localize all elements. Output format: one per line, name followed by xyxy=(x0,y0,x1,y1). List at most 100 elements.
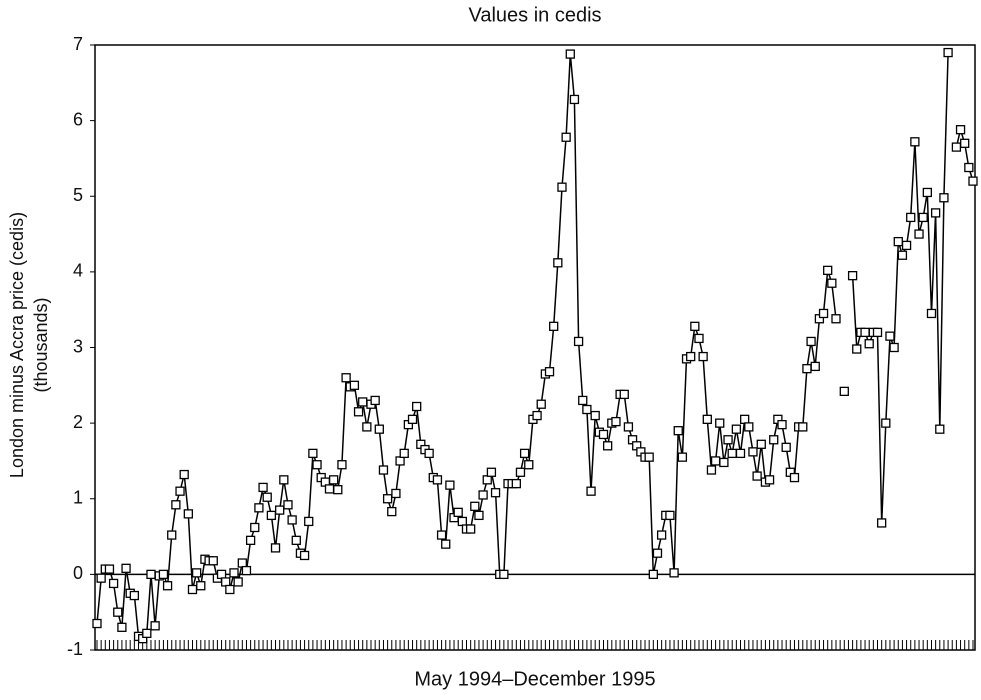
data-marker xyxy=(872,327,883,338)
data-marker xyxy=(557,182,567,192)
data-marker xyxy=(441,539,451,549)
data-marker xyxy=(901,240,912,251)
data-marker xyxy=(146,569,156,580)
y-tick-label: 4 xyxy=(73,261,83,281)
data-marker xyxy=(789,472,800,483)
data-marker xyxy=(702,414,712,424)
data-marker xyxy=(465,524,476,534)
data-marker xyxy=(914,229,924,239)
data-marker xyxy=(694,333,704,344)
data-marker xyxy=(955,125,966,135)
data-line xyxy=(96,52,974,640)
data-marker xyxy=(781,442,791,452)
data-marker xyxy=(308,448,318,459)
data-marker xyxy=(852,344,862,354)
data-marker xyxy=(229,568,239,578)
data-marker xyxy=(677,452,688,462)
data-marker xyxy=(283,500,293,510)
data-marker xyxy=(358,397,368,407)
data-marker xyxy=(391,488,401,499)
data-marker xyxy=(864,339,874,349)
chart-title: Values in cedis xyxy=(468,4,601,26)
data-marker xyxy=(328,475,339,485)
data-marker xyxy=(299,550,310,561)
data-marker xyxy=(968,176,978,186)
y-tick-label: 7 xyxy=(73,34,83,54)
data-marker xyxy=(291,535,301,545)
data-marker xyxy=(349,380,360,390)
data-marker xyxy=(889,342,899,353)
x-axis-label: May 1994–December 1995 xyxy=(414,668,655,690)
data-marker xyxy=(221,577,231,587)
data-marker xyxy=(162,581,173,591)
data-marker xyxy=(769,435,779,445)
data-marker xyxy=(519,448,530,459)
data-marker xyxy=(108,578,119,589)
data-marker xyxy=(710,456,721,466)
data-marker xyxy=(353,407,364,417)
data-marker xyxy=(926,308,937,319)
data-marker xyxy=(644,452,654,462)
data-marker xyxy=(524,460,534,470)
data-marker xyxy=(104,564,115,574)
data-marker xyxy=(171,500,181,510)
data-marker xyxy=(453,507,463,518)
data-marker xyxy=(312,460,322,470)
data-marker xyxy=(569,94,580,105)
data-marker xyxy=(245,535,256,545)
data-marker xyxy=(918,212,928,223)
data-marker xyxy=(445,480,455,490)
data-marker xyxy=(150,621,160,631)
data-marker xyxy=(598,429,609,440)
data-marker xyxy=(287,515,297,525)
data-marker xyxy=(748,447,758,457)
y-axis-label: (thousands) xyxy=(31,297,51,392)
data-marker xyxy=(706,465,717,475)
data-marker xyxy=(337,460,347,470)
data-marker xyxy=(549,321,559,331)
data-marker xyxy=(395,456,405,466)
y-tick-label: 5 xyxy=(73,185,83,205)
data-marker xyxy=(237,558,247,568)
data-marker xyxy=(910,137,920,147)
data-marker xyxy=(158,569,169,580)
data-marker xyxy=(831,314,841,324)
data-marker xyxy=(860,327,870,338)
data-marker xyxy=(482,475,492,485)
data-marker xyxy=(686,351,696,362)
data-marker xyxy=(669,568,679,578)
data-marker xyxy=(262,492,272,502)
data-marker xyxy=(565,49,575,59)
data-marker xyxy=(935,424,945,434)
data-marker xyxy=(665,510,675,521)
data-marker xyxy=(187,584,198,595)
data-marker xyxy=(798,422,808,432)
data-marker xyxy=(183,509,193,519)
y-tick-label: 0 xyxy=(73,563,83,583)
data-marker xyxy=(270,543,281,553)
data-marker xyxy=(930,208,941,218)
data-marker xyxy=(652,548,663,558)
data-marker xyxy=(690,321,700,331)
data-marker xyxy=(960,138,970,148)
data-marker xyxy=(279,475,289,485)
data-marker xyxy=(142,628,152,639)
data-marker xyxy=(233,577,243,587)
data-marker xyxy=(378,465,389,475)
plot-frame xyxy=(94,44,976,651)
data-marker xyxy=(827,278,837,288)
data-marker xyxy=(241,565,252,576)
data-marker xyxy=(731,424,742,434)
data-marker xyxy=(582,404,592,415)
data-marker xyxy=(752,471,762,481)
data-marker xyxy=(515,467,526,477)
data-marker xyxy=(333,485,343,495)
data-marker xyxy=(586,486,596,496)
data-marker xyxy=(740,414,750,424)
data-marker xyxy=(370,395,380,406)
data-marker xyxy=(129,590,140,601)
data-marker xyxy=(117,622,127,632)
data-marker xyxy=(167,530,177,540)
data-marker xyxy=(486,467,497,477)
